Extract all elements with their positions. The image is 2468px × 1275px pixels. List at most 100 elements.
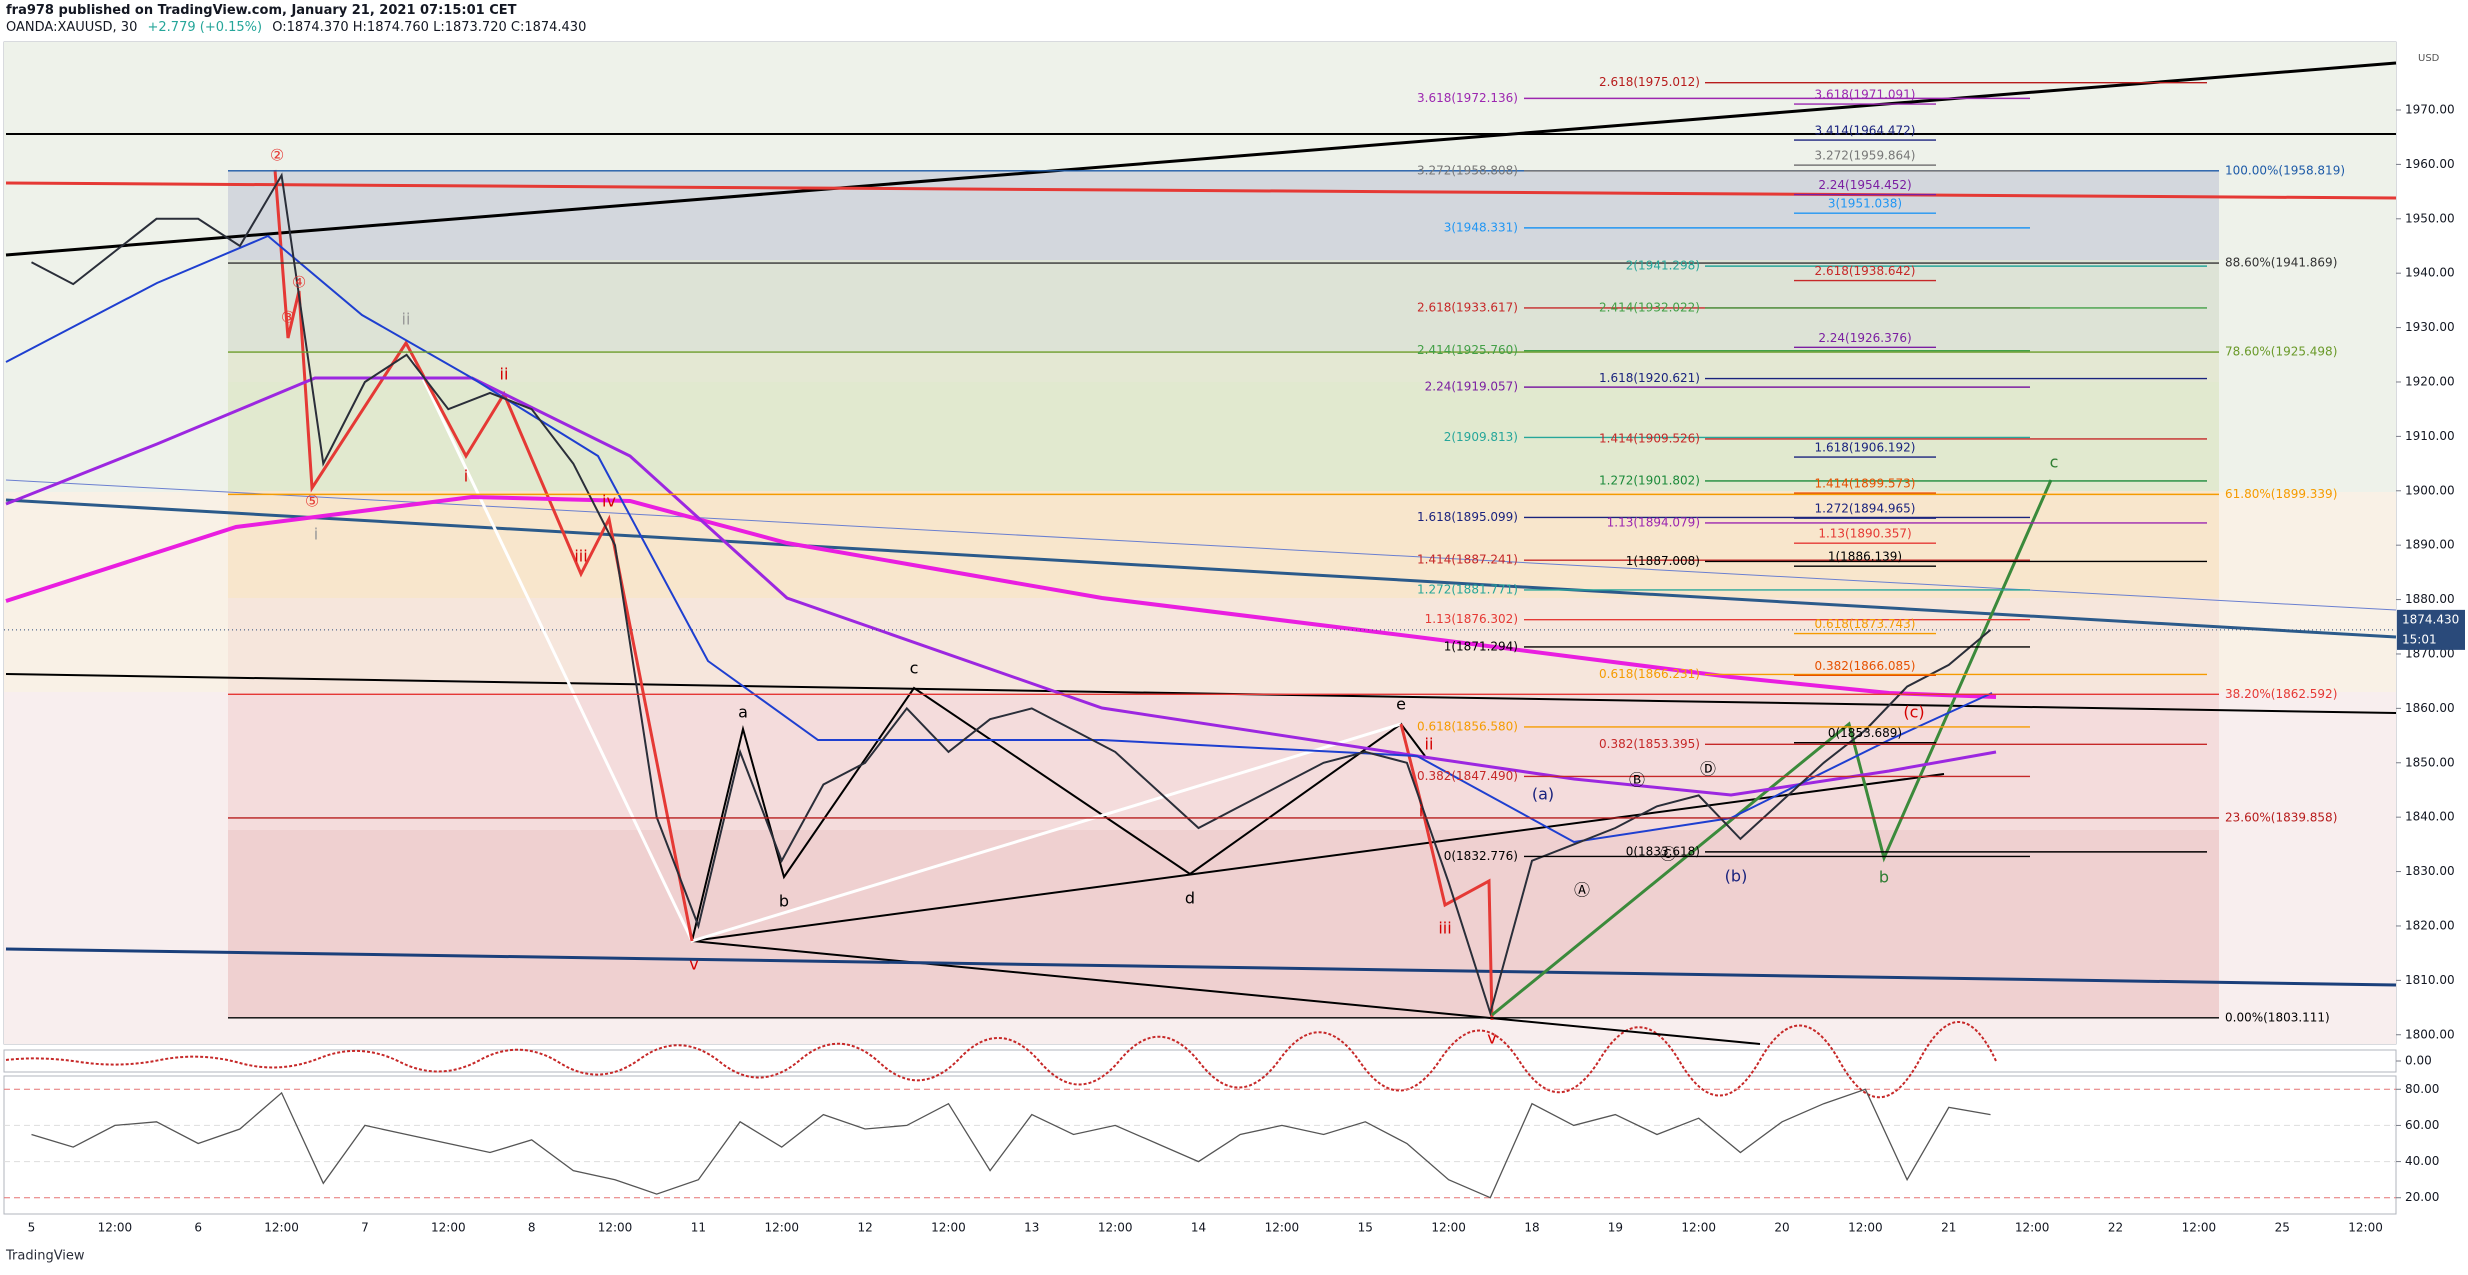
y-tick-label: 60.00 bbox=[2405, 1118, 2439, 1132]
fib-zone bbox=[228, 170, 2219, 260]
price-tag: 1874.430 bbox=[2402, 612, 2459, 626]
oscillator bbox=[5, 1021, 1997, 1099]
y-tick-label: 40.00 bbox=[2405, 1154, 2439, 1168]
footer-logo: TradingView bbox=[5, 1249, 85, 1264]
y-tick-label: 80.00 bbox=[2405, 1082, 2439, 1096]
price-line bbox=[31, 172, 1992, 1017]
fib-label: 2(1909.813) bbox=[1444, 430, 1518, 444]
x-tick-label: 12:00 bbox=[2015, 1221, 2050, 1235]
x-tick-label: 12 bbox=[857, 1221, 872, 1235]
fib-label: 2(1941.298) bbox=[1626, 259, 1700, 273]
fib-label: 0.382(1847.490) bbox=[1417, 769, 1518, 783]
fib-label: 1(1887.008) bbox=[1626, 554, 1700, 568]
y-tick-label: 1900.00 bbox=[2405, 483, 2455, 497]
wave-label: i bbox=[314, 525, 318, 544]
x-tick-label: 12:00 bbox=[431, 1221, 466, 1235]
wave-label: c bbox=[2050, 453, 2059, 472]
x-tick-label: 20 bbox=[1774, 1221, 1789, 1235]
rsi-pane bbox=[3, 1075, 2397, 1215]
wave-line bbox=[1399, 723, 1494, 1021]
wave-label: ⑤ bbox=[305, 492, 319, 511]
fib-label: 1.13(1890.357) bbox=[1818, 527, 1911, 541]
x-tick-label: 8 bbox=[528, 1221, 536, 1235]
wave-label: ④ bbox=[292, 273, 306, 292]
wave-label: Ⓓ bbox=[1700, 760, 1716, 779]
fib-label: 2.618(1938.642) bbox=[1815, 264, 1916, 278]
fib-label: 0.618(1856.580) bbox=[1417, 719, 1518, 733]
wave-label: e bbox=[1396, 695, 1406, 714]
fib-label: 1(1871.294) bbox=[1444, 639, 1518, 653]
x-tick-label: 7 bbox=[361, 1221, 369, 1235]
wave-label: ③ bbox=[281, 308, 295, 327]
fib-label: 0(1833.618) bbox=[1626, 844, 1700, 858]
fib-zone bbox=[228, 351, 2219, 382]
y-tick-label: 1930.00 bbox=[2405, 320, 2455, 334]
price-tag-box bbox=[2397, 609, 2465, 650]
x-tick-label: 18 bbox=[1524, 1221, 1539, 1235]
fib-label: 1.618(1906.192) bbox=[1815, 441, 1916, 455]
wave-label: ii bbox=[402, 310, 411, 329]
fib-label: 2.24(1926.376) bbox=[1818, 331, 1911, 345]
wave-label: (c) bbox=[1903, 703, 1924, 722]
trend-line bbox=[5, 61, 2397, 257]
fib-label: 3(1948.331) bbox=[1444, 220, 1518, 234]
wave-label: i bbox=[1419, 802, 1423, 821]
fib-label: 3.414(1964.472) bbox=[1815, 124, 1916, 138]
x-tick-label: 12:00 bbox=[1848, 1221, 1883, 1235]
fib-label: 1.414(1887.241) bbox=[1417, 553, 1518, 567]
fib-label: 2.618(1975.012) bbox=[1599, 75, 1700, 89]
fib-label: 1(1886.139) bbox=[1828, 550, 1902, 564]
wave-label: Ⓐ bbox=[1574, 881, 1590, 900]
fib-zone bbox=[228, 260, 2219, 351]
fib-label: 0.382(1853.395) bbox=[1599, 737, 1700, 751]
y-tick-label: 1830.00 bbox=[2405, 864, 2455, 878]
wave-label: b bbox=[779, 892, 789, 911]
y-tick-label: 1910.00 bbox=[2405, 429, 2455, 443]
wave-label: v bbox=[689, 955, 698, 974]
fib-label: 88.60%(1941.869) bbox=[2225, 256, 2337, 270]
x-tick-label: 5 bbox=[28, 1221, 36, 1235]
fib-label: 1.414(1909.526) bbox=[1599, 431, 1700, 445]
y-tick-label: 1920.00 bbox=[2405, 374, 2455, 388]
wave-label: iv bbox=[602, 492, 616, 511]
x-tick-label: 12:00 bbox=[98, 1221, 133, 1235]
wave-label: i bbox=[464, 467, 468, 486]
y-tick-label: 1810.00 bbox=[2405, 973, 2455, 987]
publish-line: fra978 published on TradingView.com, Jan… bbox=[6, 3, 517, 18]
fib-label: 100.00%(1958.819) bbox=[2225, 163, 2345, 177]
wave-label: (a) bbox=[1532, 785, 1554, 804]
wave-label: v bbox=[1487, 1029, 1496, 1048]
fib-label: 78.60%(1925.498) bbox=[2225, 345, 2337, 359]
moving-average bbox=[5, 494, 1997, 699]
fib-label: 61.80%(1899.339) bbox=[2225, 487, 2337, 501]
fib-label: 3.272(1959.864) bbox=[1815, 149, 1916, 163]
y-tick-label: 20.00 bbox=[2405, 1190, 2439, 1204]
wave-label: ii bbox=[1425, 735, 1434, 754]
fib-label: 1.272(1894.965) bbox=[1815, 502, 1916, 516]
x-tick-label: 12:00 bbox=[1265, 1221, 1300, 1235]
y-tick-label: 1880.00 bbox=[2405, 592, 2455, 606]
trend-line bbox=[5, 947, 2397, 987]
y-tick-label: 1870.00 bbox=[2405, 646, 2455, 660]
x-tick-label: 12:00 bbox=[1431, 1221, 1466, 1235]
y-tick-label: 1960.00 bbox=[2405, 157, 2455, 171]
x-tick-label: 12:00 bbox=[2182, 1221, 2217, 1235]
fib-label: 0.618(1866.231) bbox=[1599, 667, 1700, 681]
wave-label: ii bbox=[500, 365, 509, 384]
countdown: 15:01 bbox=[2402, 632, 2437, 646]
fib-label: 1.272(1881.771) bbox=[1417, 582, 1518, 596]
fib-label: 1.13(1876.302) bbox=[1425, 612, 1518, 626]
x-tick-label: 12:00 bbox=[2348, 1221, 2383, 1235]
x-tick-label: 12:00 bbox=[931, 1221, 966, 1235]
fib-label: 1.272(1901.802) bbox=[1599, 473, 1700, 487]
trend-line bbox=[5, 479, 2397, 611]
x-tick-label: 6 bbox=[194, 1221, 202, 1235]
y-tick-label: 1850.00 bbox=[2405, 755, 2455, 769]
x-tick-label: 12:00 bbox=[1681, 1221, 1716, 1235]
fib-label: 1.618(1895.099) bbox=[1417, 510, 1518, 524]
currency: USD bbox=[2418, 53, 2440, 64]
sub-pane bbox=[3, 1049, 2397, 1073]
fib-label: 0.382(1866.085) bbox=[1815, 659, 1916, 673]
wave-line bbox=[273, 169, 694, 942]
